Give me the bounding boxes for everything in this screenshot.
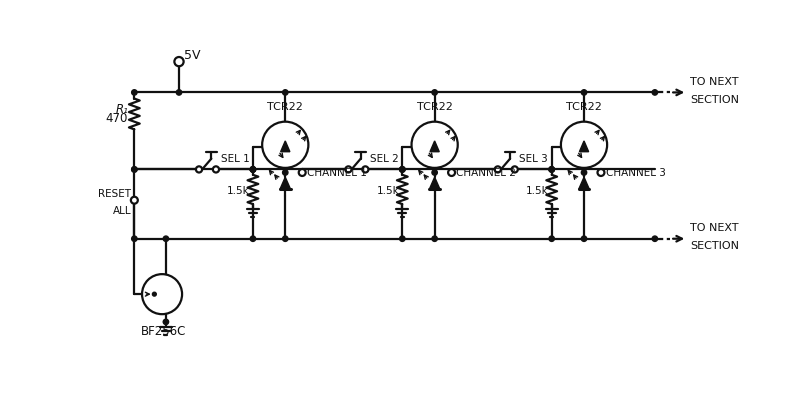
Circle shape xyxy=(196,166,202,172)
Circle shape xyxy=(549,236,554,242)
Circle shape xyxy=(142,274,182,314)
Circle shape xyxy=(174,57,184,66)
Circle shape xyxy=(282,90,288,95)
Polygon shape xyxy=(578,177,590,189)
Circle shape xyxy=(153,292,156,296)
Circle shape xyxy=(549,167,554,172)
Text: R₁: R₁ xyxy=(115,103,128,116)
Circle shape xyxy=(250,167,256,172)
Text: 1.5k: 1.5k xyxy=(377,186,399,196)
Text: TCR22: TCR22 xyxy=(417,101,453,112)
Text: CHANNEL 2: CHANNEL 2 xyxy=(456,168,516,178)
Circle shape xyxy=(131,197,138,204)
Circle shape xyxy=(132,167,137,172)
Text: SEL 3: SEL 3 xyxy=(519,154,548,164)
Text: BF256C: BF256C xyxy=(141,325,186,338)
Text: RESET: RESET xyxy=(98,189,131,199)
Text: 1.5k: 1.5k xyxy=(227,186,250,196)
Circle shape xyxy=(132,90,137,95)
Circle shape xyxy=(432,236,438,242)
Text: ALL: ALL xyxy=(113,207,131,217)
Text: SECTION: SECTION xyxy=(690,241,739,251)
Polygon shape xyxy=(430,177,440,189)
Polygon shape xyxy=(579,141,589,152)
Circle shape xyxy=(400,167,405,172)
Circle shape xyxy=(582,236,586,242)
Polygon shape xyxy=(280,177,290,189)
Circle shape xyxy=(362,166,369,172)
Circle shape xyxy=(448,169,455,176)
Text: 5V: 5V xyxy=(184,49,200,62)
Circle shape xyxy=(432,90,438,95)
Circle shape xyxy=(652,236,658,242)
Circle shape xyxy=(282,236,288,242)
Circle shape xyxy=(494,166,501,172)
Circle shape xyxy=(282,170,288,175)
Text: TCR22: TCR22 xyxy=(566,101,602,112)
Circle shape xyxy=(250,167,256,172)
Circle shape xyxy=(582,90,586,95)
Circle shape xyxy=(250,167,256,172)
Circle shape xyxy=(132,236,137,242)
Text: SEL 1: SEL 1 xyxy=(221,154,250,164)
Circle shape xyxy=(582,170,586,175)
Circle shape xyxy=(346,166,351,172)
Circle shape xyxy=(561,122,607,168)
Text: 1.5k: 1.5k xyxy=(526,186,549,196)
Circle shape xyxy=(400,167,405,172)
Circle shape xyxy=(549,167,554,172)
Circle shape xyxy=(262,122,308,168)
Circle shape xyxy=(652,90,658,95)
Text: CHANNEL 1: CHANNEL 1 xyxy=(307,168,366,178)
Polygon shape xyxy=(281,141,290,152)
Circle shape xyxy=(400,236,405,242)
Text: SEL 2: SEL 2 xyxy=(370,154,398,164)
Circle shape xyxy=(163,236,169,242)
Text: 470: 470 xyxy=(106,113,128,125)
Polygon shape xyxy=(430,141,439,152)
Circle shape xyxy=(213,166,219,172)
Text: TCR22: TCR22 xyxy=(267,101,303,112)
Circle shape xyxy=(250,167,256,172)
Circle shape xyxy=(176,90,182,95)
Text: SECTION: SECTION xyxy=(690,95,739,105)
Circle shape xyxy=(598,169,605,176)
Circle shape xyxy=(163,319,169,325)
Circle shape xyxy=(549,167,554,172)
Circle shape xyxy=(298,169,306,176)
Circle shape xyxy=(432,170,438,175)
Circle shape xyxy=(132,167,137,172)
Circle shape xyxy=(400,167,405,172)
Text: TO NEXT: TO NEXT xyxy=(690,223,738,233)
Circle shape xyxy=(250,236,256,242)
Text: TO NEXT: TO NEXT xyxy=(690,77,738,87)
Text: CHANNEL 3: CHANNEL 3 xyxy=(606,168,666,178)
Circle shape xyxy=(512,166,518,172)
Circle shape xyxy=(411,122,458,168)
